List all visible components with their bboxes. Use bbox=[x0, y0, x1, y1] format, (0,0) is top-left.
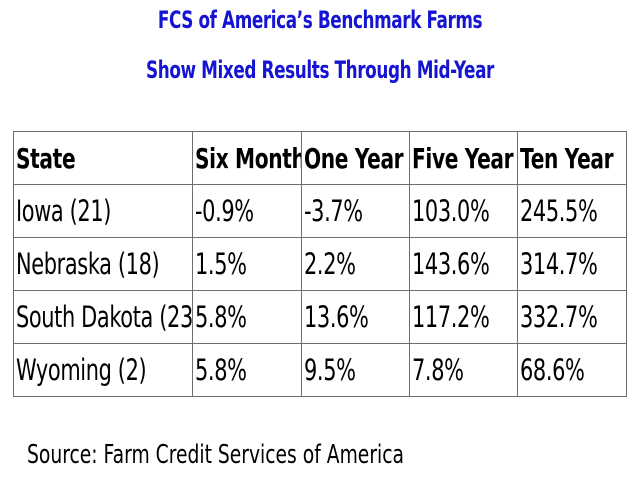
cell-text: 117.2% bbox=[412, 300, 490, 334]
cell-text: 1.5% bbox=[195, 247, 247, 281]
cell-text: 103.0% bbox=[412, 194, 490, 228]
cell-five-year: 117.2% bbox=[409, 290, 518, 344]
table-row: South Dakota (23) 5.8% 13.6% 117.2% 332.… bbox=[13, 290, 627, 344]
cell-state: Wyoming (2) bbox=[13, 343, 193, 397]
cell-text: 5.8% bbox=[195, 300, 247, 334]
header-label: Ten Year bbox=[520, 141, 614, 175]
cell-text: 332.7% bbox=[520, 300, 598, 334]
cell-one-year: 13.6% bbox=[301, 290, 410, 344]
benchmark-table: State Six Month One Year Five Year Ten Y… bbox=[13, 131, 627, 397]
cell-text: Nebraska (18) bbox=[16, 247, 160, 281]
chart-subtitle: Show Mixed Results Through Mid-Year bbox=[145, 56, 494, 84]
cell-six-month: -0.9% bbox=[192, 184, 302, 238]
cell-text: 5.8% bbox=[195, 353, 247, 387]
header-row: State Six Month One Year Five Year Ten Y… bbox=[13, 131, 627, 185]
cell-six-month: 1.5% bbox=[192, 237, 302, 291]
cell-text: 2.2% bbox=[304, 247, 356, 281]
header-cell-state: State bbox=[13, 131, 193, 185]
cell-five-year: 7.8% bbox=[409, 343, 518, 397]
header-cell-ten-year: Ten Year bbox=[517, 131, 627, 185]
cell-one-year: -3.7% bbox=[301, 184, 410, 238]
header-label: Six Month bbox=[195, 141, 302, 175]
header-cell-five-year: Five Year bbox=[409, 131, 518, 185]
cell-text: 9.5% bbox=[304, 353, 356, 387]
cell-ten-year: 68.6% bbox=[517, 343, 627, 397]
cell-text: Iowa (21) bbox=[16, 194, 112, 228]
cell-state: Iowa (21) bbox=[13, 184, 193, 238]
header-cell-one-year: One Year bbox=[301, 131, 410, 185]
table-row: Nebraska (18) 1.5% 2.2% 143.6% 314.7% bbox=[13, 237, 627, 291]
cell-text: 7.8% bbox=[412, 353, 464, 387]
cell-five-year: 103.0% bbox=[409, 184, 518, 238]
cell-six-month: 5.8% bbox=[192, 343, 302, 397]
source-note: Source: Farm Credit Services of America bbox=[27, 440, 404, 470]
cell-state: Nebraska (18) bbox=[13, 237, 193, 291]
cell-text: 68.6% bbox=[520, 353, 585, 387]
cell-ten-year: 245.5% bbox=[517, 184, 627, 238]
header-label: One Year bbox=[304, 141, 404, 175]
cell-text: South Dakota (23) bbox=[16, 300, 193, 334]
cell-one-year: 2.2% bbox=[301, 237, 410, 291]
cell-text: Wyoming (2) bbox=[16, 353, 147, 387]
cell-text: 314.7% bbox=[520, 247, 598, 281]
cell-text: 13.6% bbox=[304, 300, 369, 334]
table-row: Iowa (21) -0.9% -3.7% 103.0% 245.5% bbox=[13, 184, 627, 238]
cell-six-month: 5.8% bbox=[192, 290, 302, 344]
header-cell-six-month: Six Month bbox=[192, 131, 302, 185]
cell-ten-year: 314.7% bbox=[517, 237, 627, 291]
cell-text: -3.7% bbox=[304, 194, 363, 228]
table-row: Wyoming (2) 5.8% 9.5% 7.8% 68.6% bbox=[13, 343, 627, 397]
cell-text: -0.9% bbox=[195, 194, 254, 228]
header-label: Five Year bbox=[412, 141, 514, 175]
chart-title: FCS of America’s Benchmark Farms bbox=[157, 6, 483, 34]
cell-ten-year: 332.7% bbox=[517, 290, 627, 344]
cell-state: South Dakota (23) bbox=[13, 290, 193, 344]
cell-five-year: 143.6% bbox=[409, 237, 518, 291]
cell-text: 245.5% bbox=[520, 194, 598, 228]
cell-one-year: 9.5% bbox=[301, 343, 410, 397]
header-label: State bbox=[16, 141, 76, 175]
cell-text: 143.6% bbox=[412, 247, 490, 281]
